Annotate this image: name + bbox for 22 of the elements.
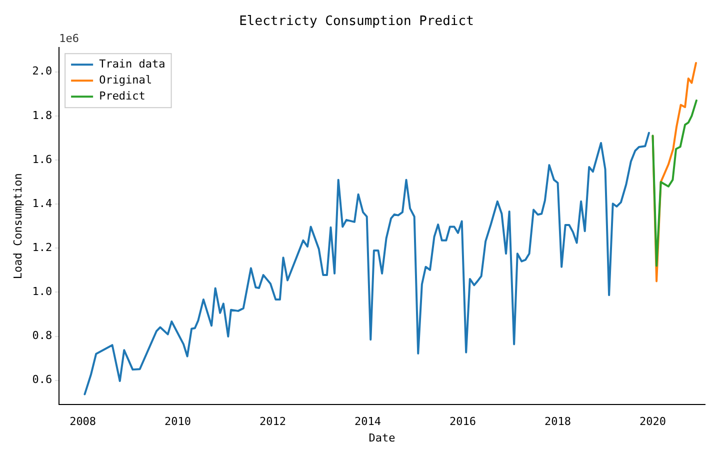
x-axis-title: Date [368,431,396,444]
x-tick-label: 2010 [164,415,192,428]
y-tick-label: 1.4 [32,196,52,210]
y-axis-title: Load Consumption [11,173,24,280]
y-tick-label: 1.2 [32,240,52,254]
legend-label: Train data [99,57,166,70]
legend-label: Original [99,73,152,86]
x-tick-label: 2012 [260,415,286,428]
text: 1e6 [59,32,79,45]
x-tick-label: 2018 [544,415,572,428]
chart-title: Electricty Consumption Predict [239,14,474,30]
y-tick-label: 1.8 [32,108,52,122]
x-tick-label: 2008 [70,415,96,428]
y-tick-label: 0.8 [32,329,52,342]
x-tick-label: 2020 [640,415,666,428]
y-tick-label: 2.0 [32,64,52,78]
x-tick-label: 2016 [450,415,476,428]
legend-label: Predict [99,89,146,102]
y-tick-label: 1.0 [32,285,52,298]
y-tick-label: 1.6 [32,152,52,166]
x-tick-label: 2014 [354,415,382,428]
y-tick-label: 0.6 [32,373,52,386]
